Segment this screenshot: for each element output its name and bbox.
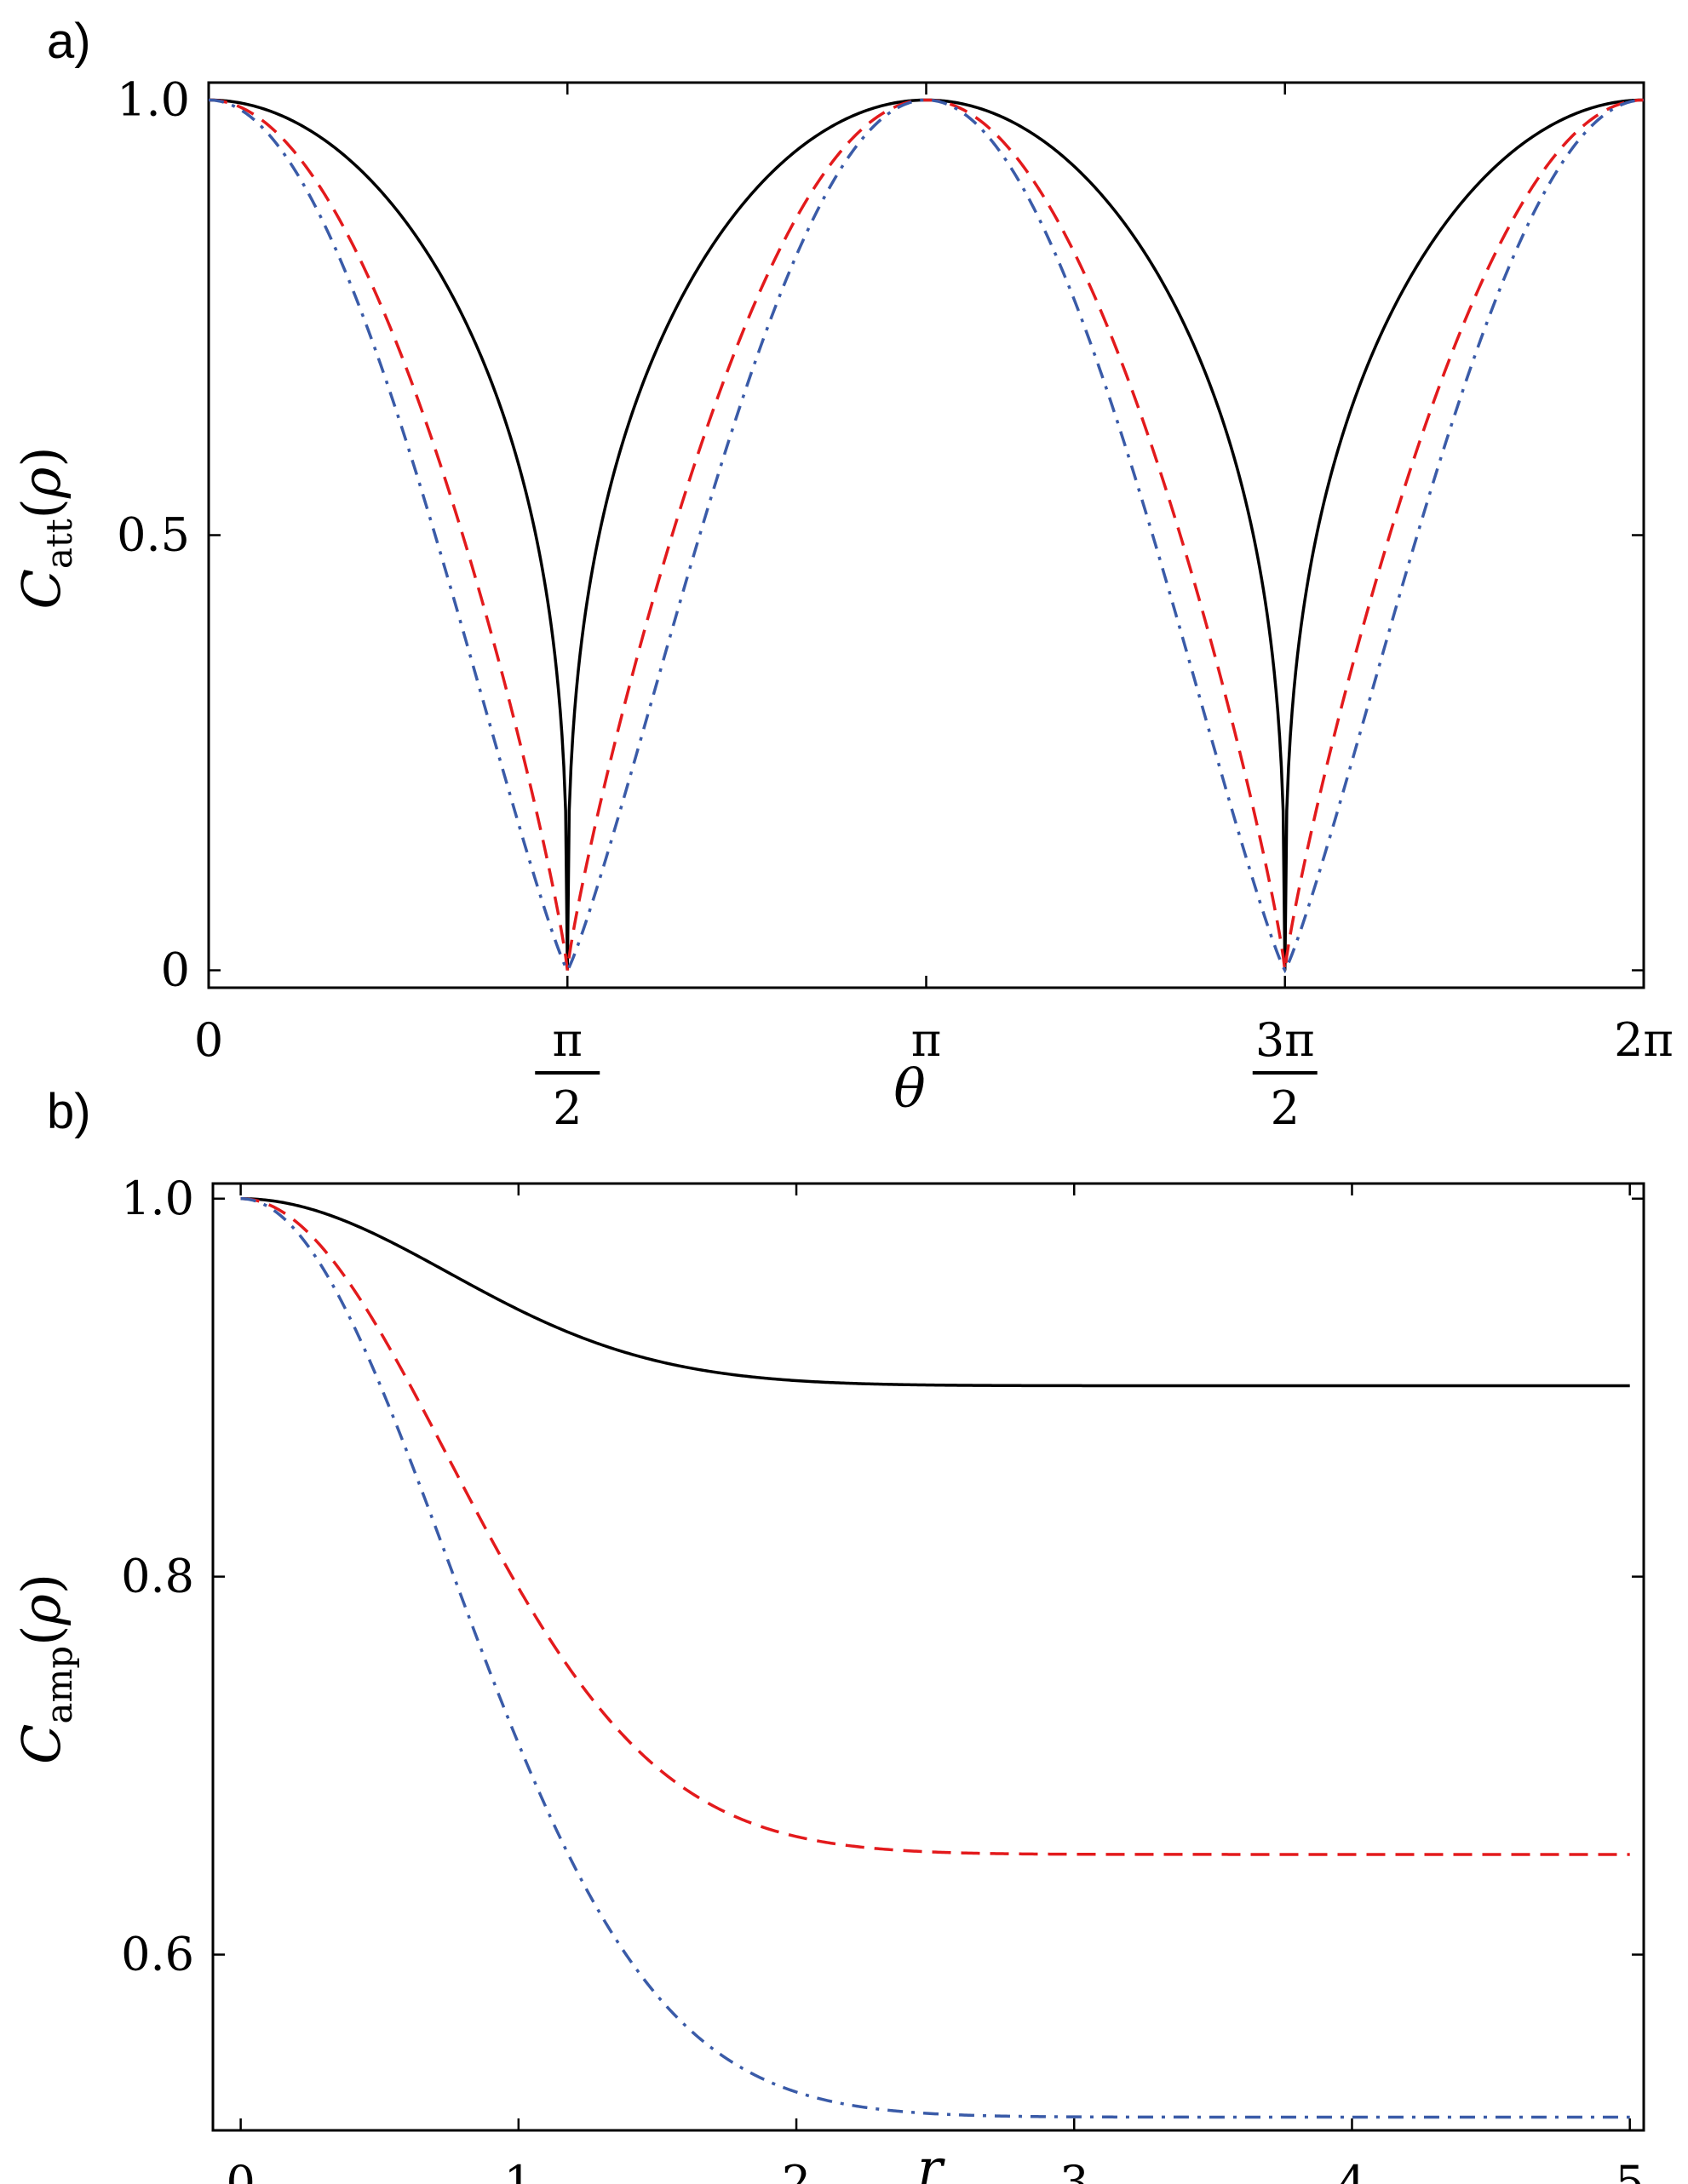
y-tick-label: 0.8	[121, 1550, 194, 1603]
y-tick-label: 1.0	[117, 72, 190, 126]
series-line-2	[240, 1197, 1630, 1856]
series-line-1	[240, 1197, 1630, 1388]
plot-area-b: 0.6 0.8 1.0 0 1 2 3 4 5 r Camp(ρ)	[10, 1172, 1645, 2184]
panel-label-b: b)	[47, 1084, 91, 1139]
x-axis-label: r	[917, 2137, 945, 2184]
x-tick-label: π	[911, 1013, 942, 1067]
y-tick-label: 0	[161, 943, 190, 997]
x-tick-label: 0	[226, 2156, 255, 2184]
axes-frame	[211, 1182, 1645, 2132]
series-line-1	[208, 98, 1645, 971]
x-axis-label: θ	[893, 1058, 925, 1120]
x-tick-label: 5	[1616, 2156, 1645, 2184]
series-line-3	[208, 98, 1645, 974]
x-tick-label-denominator: 2	[1271, 1081, 1300, 1135]
x-tick-label-numerator: π	[553, 1013, 583, 1067]
panel-b-chart: b) 0.6 0.8 1.0 0 1 2 3 4 5 r Camp(ρ)	[10, 1084, 1645, 2184]
panel-label-a: a)	[47, 14, 91, 69]
x-tick-label: 2	[782, 2156, 811, 2184]
series-line-3	[240, 1197, 1630, 2119]
y-axis-label: Catt(ρ)	[10, 446, 80, 609]
x-tick-label: 1	[504, 2156, 533, 2184]
y-tick-label: 0.5	[117, 508, 190, 562]
y-tick-label: 1.0	[121, 1172, 194, 1225]
y-axis-label: Camp(ρ)	[10, 1574, 80, 1764]
axes-frame	[207, 81, 1645, 989]
series-line-2	[208, 98, 1645, 971]
x-tick-label: 2π	[1614, 1013, 1674, 1067]
x-tick-label-denominator: 2	[553, 1081, 582, 1135]
y-tick-label: 0.6	[121, 1928, 194, 1981]
x-tick-label: 4	[1337, 2156, 1366, 2184]
x-tick-label: 0	[194, 1013, 223, 1067]
x-tick-label-numerator: 3π	[1255, 1013, 1315, 1067]
x-tick-label: 3	[1059, 2156, 1088, 2184]
